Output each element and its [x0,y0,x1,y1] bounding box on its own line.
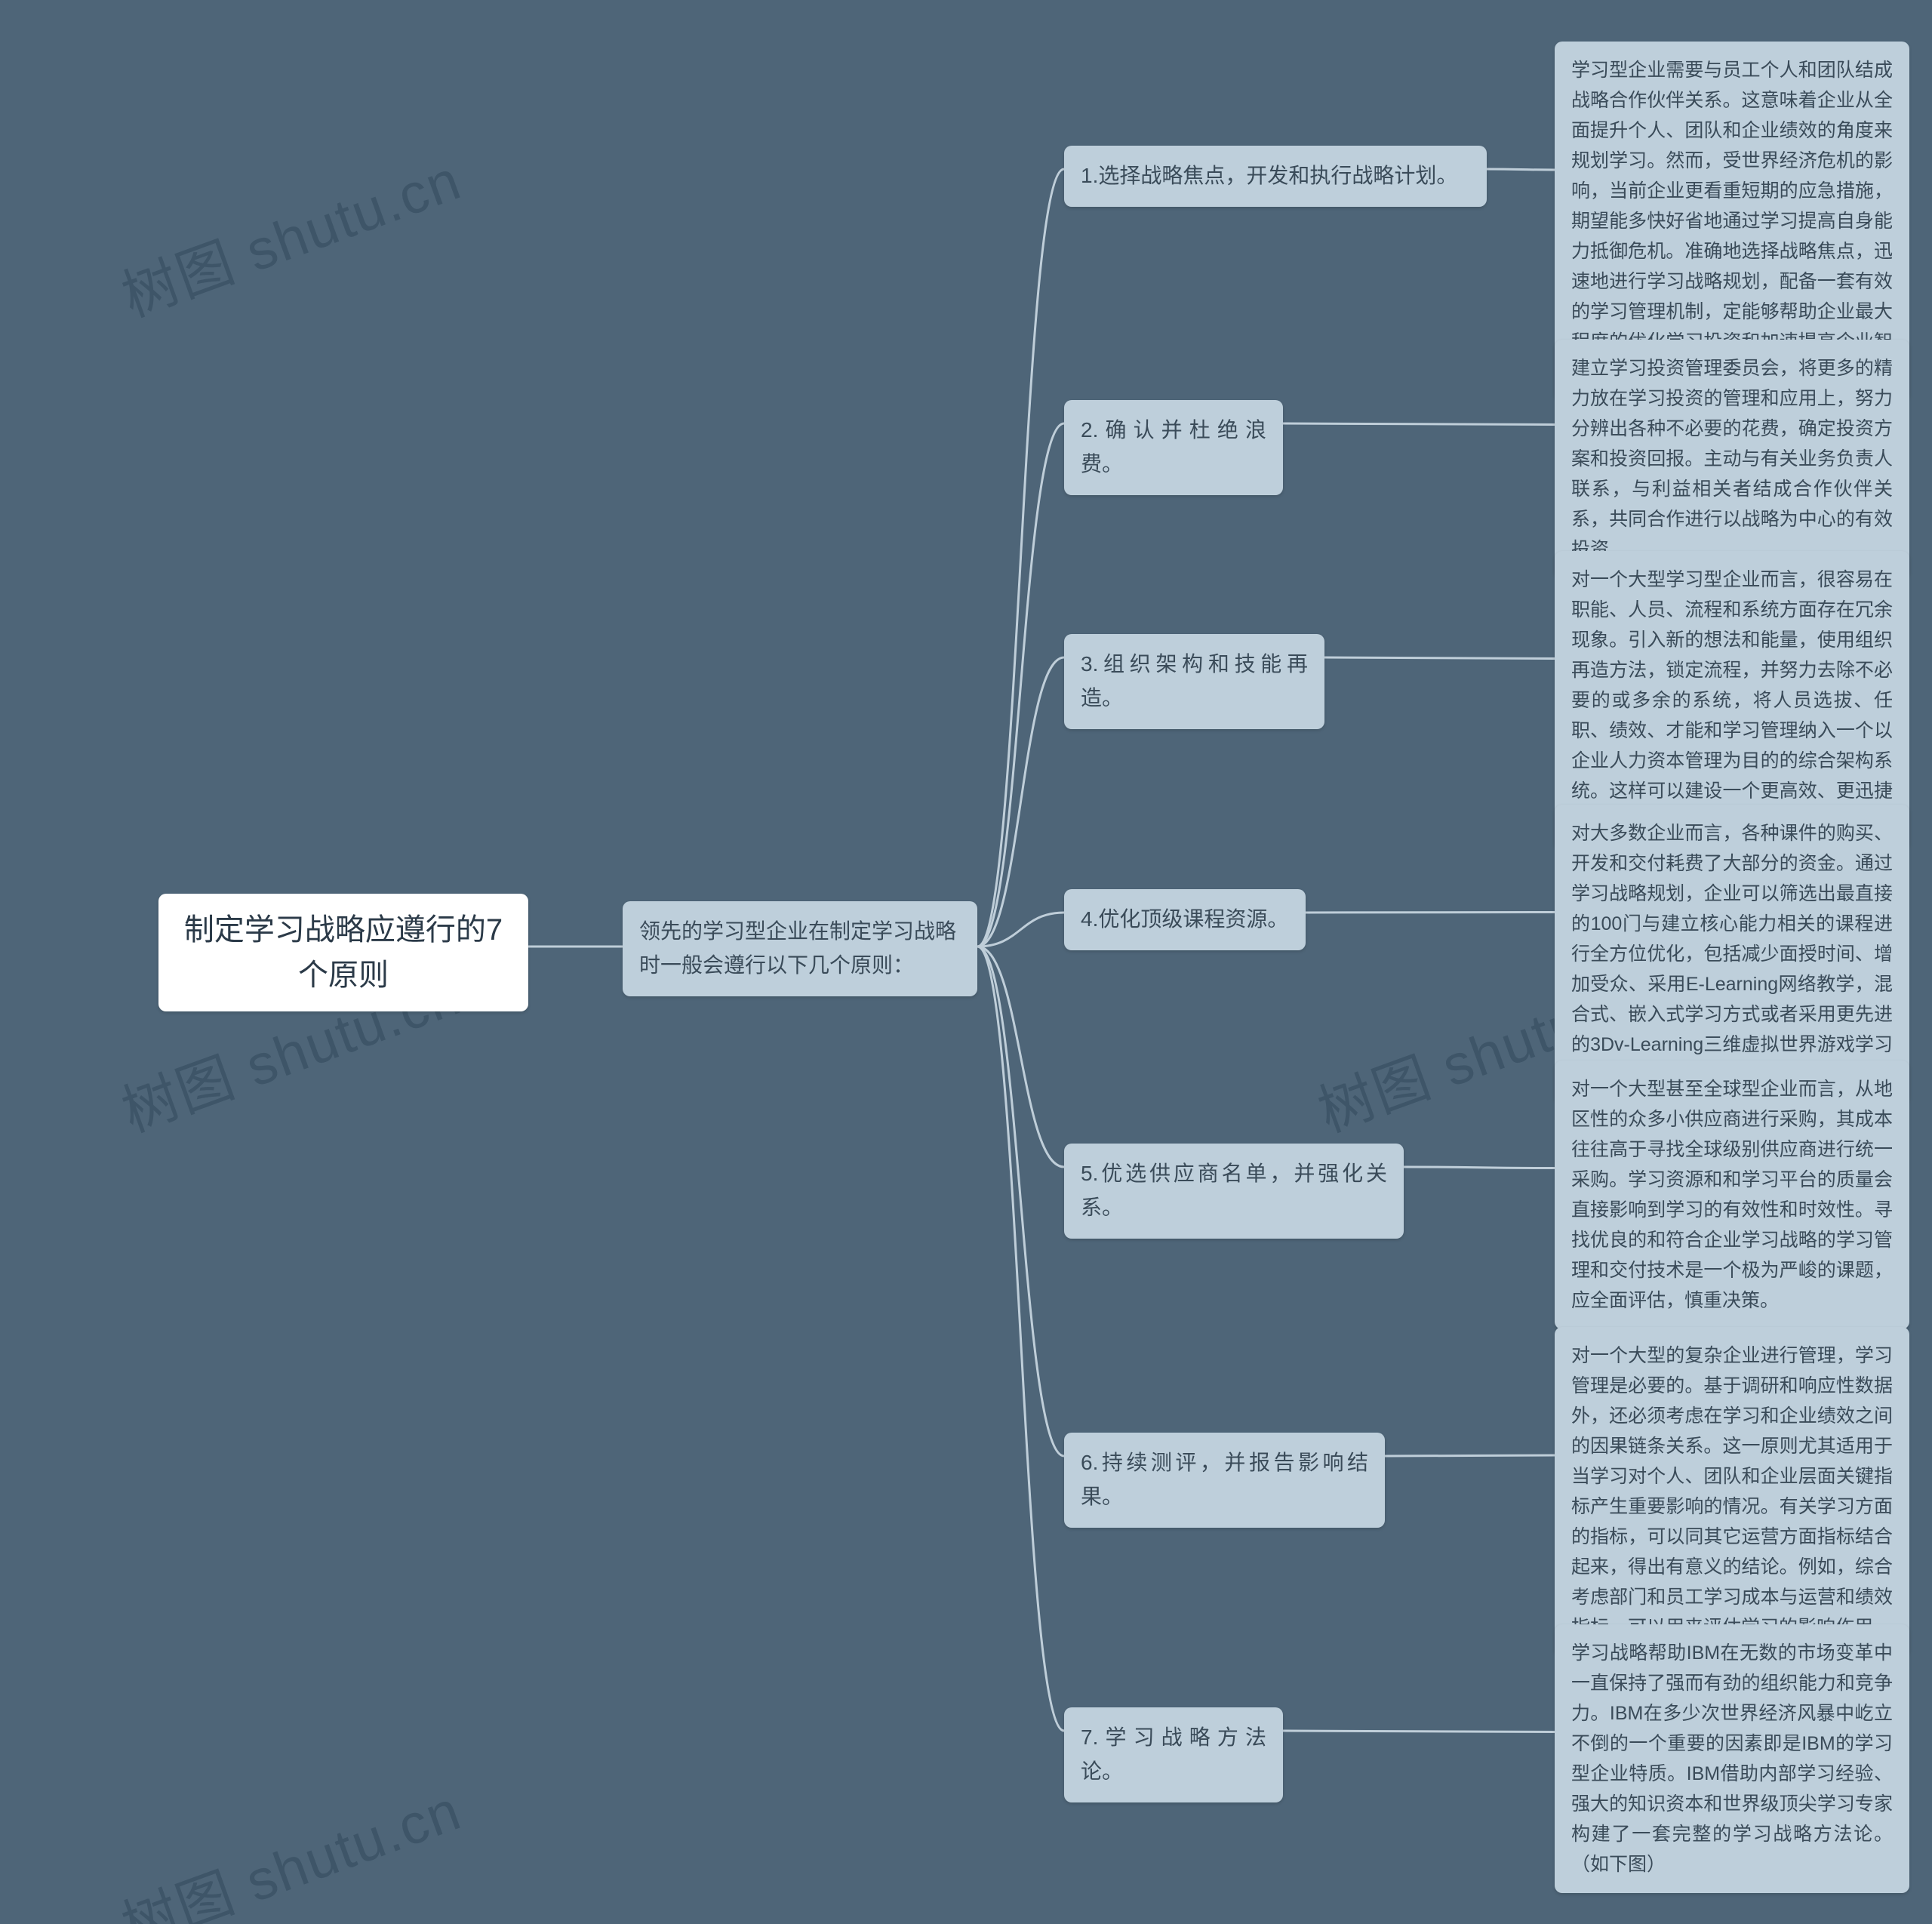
p6-title: 6.持续测评，并报告影响结果。 [1064,1433,1385,1528]
p4-detail: 对大多数企业而言，各种课件的购买、开发和交付耗费了大部分的资金。通过学习战略规划… [1555,805,1909,1104]
p2-title: 2.确认并杜绝浪费。 [1064,400,1283,495]
p4-title: 4.优化顶级课程资源。 [1064,889,1306,950]
p7-title: 7.学习战略方法论。 [1064,1707,1283,1802]
p5-detail: 对一个大型甚至全球型企业而言，从地区性的众多小供应商进行采购，其成本往往高于寻找… [1555,1061,1909,1329]
p3-title: 3.组织架构和技能再造。 [1064,634,1324,729]
p6-detail: 对一个大型的复杂企业进行管理，学习管理是必要的。基于调研和响应性数据外，还必须考… [1555,1327,1909,1656]
p1-title: 1.选择战略焦点，开发和执行战略计划。 [1064,146,1487,207]
root-node: 制定学习战略应遵行的7个原则 [158,894,528,1011]
intro-node: 领先的学习型企业在制定学习战略时一般会遵行以下几个原则： [623,901,977,996]
p2-detail: 建立学习投资管理委员会，将更多的精力放在学习投资的管理和应用上，努力分辨出各种不… [1555,340,1909,578]
p7-detail: 学习战略帮助IBM在无数的市场变革中一直保持了强而有劲的组织能力和竞争力。IBM… [1555,1624,1909,1893]
p5-title: 5.优选供应商名单，并强化关系。 [1064,1144,1404,1239]
